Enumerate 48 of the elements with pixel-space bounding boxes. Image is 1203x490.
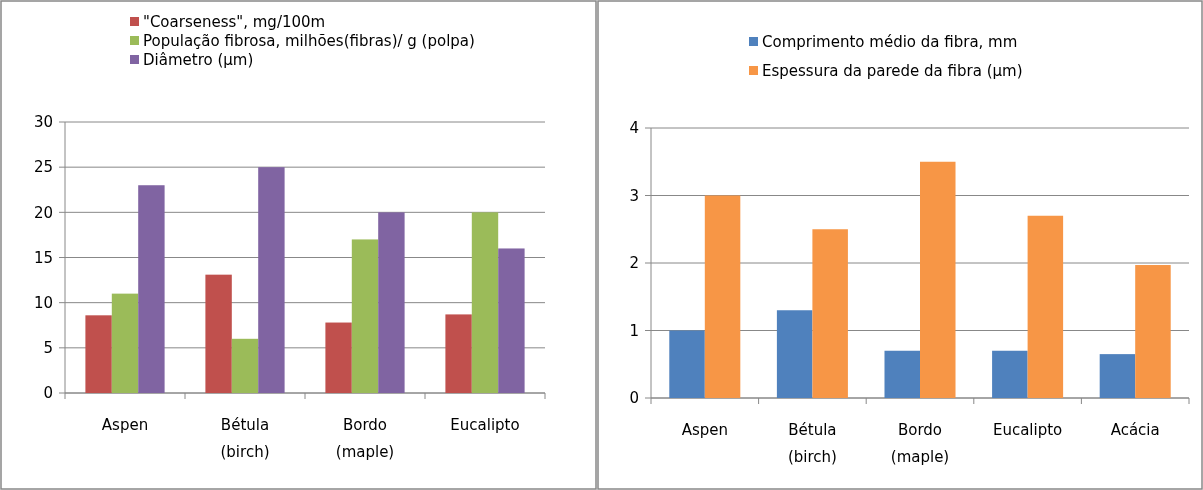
bar <box>111 293 139 393</box>
x-tick-label: Bétula (birch) <box>787 421 837 466</box>
bar <box>325 322 352 393</box>
y-tick-label: 25 <box>33 158 53 177</box>
x-tick-label: Bordo (maple) <box>890 421 950 466</box>
bar <box>1027 215 1064 398</box>
bar <box>1099 354 1136 398</box>
bar <box>776 310 813 398</box>
bar <box>138 185 165 393</box>
y-tick-label: 4 <box>629 119 639 138</box>
y-tick-label: 10 <box>33 293 53 312</box>
y-tick-label: 15 <box>33 248 53 267</box>
bar <box>205 274 232 393</box>
x-tick-label: Aspen <box>681 421 728 439</box>
bar <box>884 350 920 398</box>
bar <box>351 239 379 393</box>
y-tick-label: 3 <box>629 186 639 205</box>
legend-label: População fibrosa, milhões(fibras)/ g (polpa) <box>143 32 475 51</box>
x-tick-label: Bétula (birch) <box>220 416 270 461</box>
y-tick-label: 20 <box>33 203 53 222</box>
bar <box>1135 265 1171 398</box>
bar <box>812 229 848 398</box>
x-tick-label: Eucalipto <box>450 416 520 434</box>
y-tick-label: 5 <box>43 339 53 358</box>
y-tick-label: 30 <box>33 113 53 132</box>
x-tick-label: Eucalipto <box>992 421 1063 439</box>
bar <box>992 350 1028 398</box>
x-tick-label: Acácia <box>1110 421 1160 439</box>
bar <box>498 248 525 393</box>
bar <box>85 315 112 393</box>
x-tick-label: Aspen <box>101 416 149 434</box>
legend-label: "Coarseness", mg/100m <box>143 13 326 32</box>
bar <box>920 161 956 398</box>
legend-label: Diâmetro (µm) <box>143 51 254 70</box>
bar <box>704 195 741 398</box>
bar <box>258 167 285 393</box>
x-tick-label: Bordo (maple) <box>335 416 395 461</box>
bar <box>471 212 499 393</box>
bar <box>669 330 705 398</box>
bar <box>445 314 472 393</box>
bar <box>231 338 259 393</box>
y-tick-label: 0 <box>629 389 639 408</box>
legend-label: Espessura da parede da fibra (µm) <box>762 62 1023 81</box>
bar <box>378 212 405 393</box>
y-tick-label: 0 <box>43 384 53 403</box>
y-tick-label: 1 <box>629 321 639 340</box>
y-tick-label: 2 <box>629 254 639 273</box>
legend-label: Comprimento médio da fibra, mm <box>762 33 1018 52</box>
